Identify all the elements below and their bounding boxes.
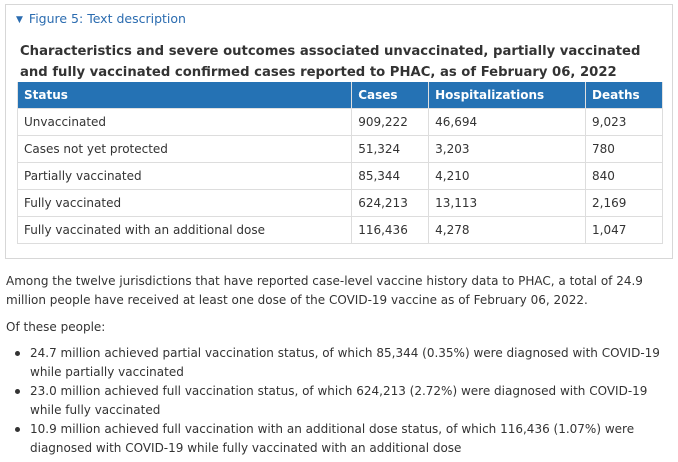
list-item-text: 24.7 million achieved partial vaccinatio…	[30, 346, 660, 379]
bullet-icon	[15, 351, 20, 356]
list-item: 23.0 million achieved full vaccination s…	[6, 382, 676, 420]
cell-cases: 116,436	[351, 216, 430, 244]
table-row: Fully vaccinated with an additional dose…	[16, 216, 663, 244]
cell-status: Unvaccinated	[16, 108, 353, 136]
cell-status: Cases not yet protected	[16, 135, 353, 163]
cell-status: Fully vaccinated with an additional dose	[16, 216, 353, 244]
outcomes-table: Status Cases Hospitalizations Deaths Unv…	[16, 82, 663, 244]
cell-hospitalizations: 13,113	[428, 189, 587, 217]
table-row: Cases not yet protected 51,324 3,203 780	[16, 135, 663, 163]
cell-deaths: 1,047	[585, 216, 663, 244]
header-deaths: Deaths	[585, 82, 663, 109]
list-item-text: 23.0 million achieved full vaccination s…	[30, 384, 648, 417]
table-caption: Characteristics and severe outcomes asso…	[20, 44, 641, 80]
table-row: Unvaccinated 909,222 46,694 9,023	[16, 108, 663, 136]
list-item: 24.7 million achieved partial vaccinatio…	[6, 344, 676, 382]
header-status: Status	[16, 82, 353, 109]
cell-deaths: 780	[585, 135, 663, 163]
cell-cases: 51,324	[351, 135, 430, 163]
header-hospitalizations: Hospitalizations	[428, 82, 587, 109]
cell-status: Partially vaccinated	[16, 162, 353, 190]
cell-hospitalizations: 4,278	[428, 216, 587, 244]
summary-paragraph: Among the twelve jurisdictions that have…	[6, 274, 643, 307]
cell-cases: 624,213	[351, 189, 430, 217]
cell-hospitalizations: 3,203	[428, 135, 587, 163]
figure-summary-label[interactable]: Figure 5: Text description	[28, 11, 186, 26]
vaccination-status-list: 24.7 million achieved partial vaccinatio…	[6, 344, 676, 458]
cell-cases: 909,222	[351, 108, 430, 136]
header-cases: Cases	[351, 82, 430, 109]
table-row: Partially vaccinated 85,344 4,210 840	[16, 162, 663, 190]
figure-summary-toggle[interactable]: ▼ Figure 5: Text description	[16, 11, 186, 29]
cell-cases: 85,344	[351, 162, 430, 190]
table-row: Fully vaccinated 624,213 13,113 2,169	[16, 189, 663, 217]
cell-hospitalizations: 4,210	[428, 162, 587, 190]
cell-status: Fully vaccinated	[16, 189, 353, 217]
cell-deaths: 9,023	[585, 108, 663, 136]
list-item-text: 10.9 million achieved full vaccination w…	[30, 422, 635, 455]
cell-hospitalizations: 46,694	[428, 108, 587, 136]
bullet-icon	[15, 427, 20, 432]
caret-down-icon: ▼	[16, 15, 23, 25]
table-header-row: Status Cases Hospitalizations Deaths	[16, 82, 663, 109]
intro-paragraph: Of these people:	[6, 320, 106, 334]
bullet-icon	[15, 389, 20, 394]
cell-deaths: 840	[585, 162, 663, 190]
cell-deaths: 2,169	[585, 189, 663, 217]
list-item: 10.9 million achieved full vaccination w…	[6, 420, 676, 458]
